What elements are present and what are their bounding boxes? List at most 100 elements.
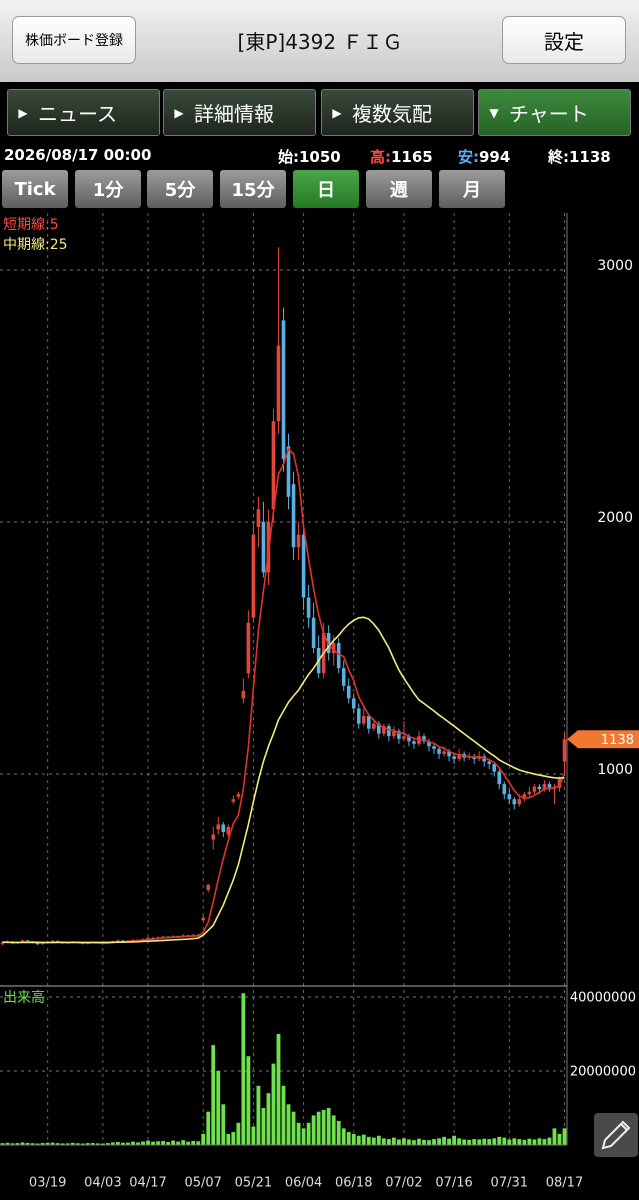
x-tick-label: 08/17 [546, 1176, 583, 1191]
candle-body [502, 784, 507, 795]
volume-bar [311, 1115, 316, 1145]
volume-bar [80, 1143, 85, 1145]
volume-bar [462, 1139, 467, 1145]
volume-bar [0, 1143, 5, 1145]
volume-bar [201, 1133, 206, 1145]
volume-bar [15, 1143, 20, 1145]
last-price-label: 1138 [601, 733, 634, 748]
volume-bar [397, 1139, 401, 1145]
volume-bar [251, 1126, 256, 1145]
candle-body [402, 736, 406, 739]
candle-body [442, 751, 446, 754]
candle-body [397, 731, 401, 739]
volume-bar [507, 1139, 512, 1145]
volume-bar [487, 1139, 492, 1145]
volume-bar [477, 1139, 482, 1145]
candle-body [517, 799, 522, 805]
volume-bar [110, 1142, 115, 1145]
tab[interactable]: ▶ 複数気配 [321, 89, 474, 136]
candle-body [40, 942, 45, 945]
volume-bar [35, 1143, 40, 1145]
tab[interactable]: ▶ 詳細情報 [163, 89, 316, 136]
volume-bar [45, 1142, 50, 1145]
candle-body [301, 534, 306, 598]
candle-body [116, 940, 120, 942]
x-tick-label: 04/17 [129, 1176, 166, 1191]
quote-label: 終: [548, 148, 569, 166]
volume-bar [452, 1135, 457, 1145]
volume-bar [356, 1135, 361, 1145]
candle-body [497, 771, 502, 785]
candle-body [487, 761, 492, 764]
candle-body [412, 741, 416, 744]
volume-bar [422, 1139, 426, 1145]
tab-arrow: ▶ [332, 105, 342, 120]
volume-bar [472, 1139, 477, 1145]
period-button[interactable]: 15分 [220, 170, 286, 208]
board-register-button[interactable]: 株価ボード登録 [12, 16, 136, 64]
volume-bar [121, 1142, 125, 1145]
last-price-tag [567, 730, 639, 749]
period-button[interactable]: 日 [293, 170, 359, 208]
volume-bar [391, 1137, 396, 1145]
candle-body [226, 826, 231, 835]
volume-bar [75, 1143, 80, 1145]
period-button[interactable]: 月 [439, 170, 505, 208]
quote-close: 終:1138 [548, 146, 611, 167]
candle-body [392, 731, 396, 737]
candle-body [331, 642, 336, 654]
volume-bar [371, 1137, 376, 1145]
volume-bar [361, 1134, 366, 1145]
plot-layer: 03/19 04/03 04/17 05/07 05/21 06/04 06/18 07/02… [0, 213, 639, 1191]
x-tick-label: 03/19 [29, 1176, 66, 1191]
settings-button[interactable]: 設定 [502, 16, 626, 64]
x-tick-label: 04/03 [84, 1176, 121, 1191]
page-title: [東P]4392 ＦＩＧ [237, 30, 403, 54]
candle-body [346, 685, 351, 699]
volume-bar [326, 1107, 331, 1145]
y-tick-label: 2000 [597, 510, 633, 526]
period-button[interactable]: 週 [366, 170, 432, 208]
candle-body [216, 824, 221, 830]
quote-value: 1165 [391, 148, 433, 166]
candle-body [361, 716, 366, 724]
period-button[interactable]: 5分 [147, 170, 213, 208]
volume-bar [50, 1142, 55, 1145]
period-button[interactable]: Tick [2, 170, 68, 208]
x-tick-label: 06/04 [285, 1176, 322, 1191]
tab[interactable]: ▼ チャート [478, 89, 631, 136]
y-tick-label: 40000000 [570, 990, 636, 1005]
volume-bar [351, 1133, 356, 1145]
quote-label: 始: [278, 148, 299, 166]
volume-bar [482, 1138, 487, 1145]
volume-bar [176, 1141, 181, 1145]
candle-body [387, 726, 391, 737]
candle-body [372, 723, 376, 729]
y-tick-label: 3000 [597, 258, 633, 274]
volume-bar [512, 1138, 517, 1145]
pencil-icon [601, 1120, 631, 1150]
tab[interactable]: ▶ ニュース [7, 89, 160, 136]
tab-label: 複数気配 [352, 102, 432, 126]
volume-bar [417, 1138, 421, 1145]
volume-bar [266, 1093, 271, 1145]
volume-bar [181, 1140, 186, 1145]
candle-body [351, 698, 356, 709]
volume-bar [5, 1142, 10, 1145]
volume-bar [136, 1142, 140, 1145]
volume-bar [261, 1107, 266, 1145]
period-button[interactable]: 1分 [75, 170, 141, 208]
volume-bar [402, 1138, 406, 1145]
edit-button[interactable] [594, 1113, 638, 1157]
candle-body [512, 799, 517, 805]
volume-bar [532, 1139, 537, 1145]
volume-bar [442, 1136, 446, 1145]
candle-body [527, 791, 532, 795]
top-bar: 株価ボード登録 [東P]4392 ＦＩＧ 設定 [0, 0, 639, 82]
volume-bar [437, 1138, 441, 1145]
candle-body [241, 690, 246, 699]
candle-body [432, 746, 436, 749]
candle-body [522, 794, 527, 800]
volume-bar [10, 1143, 15, 1145]
